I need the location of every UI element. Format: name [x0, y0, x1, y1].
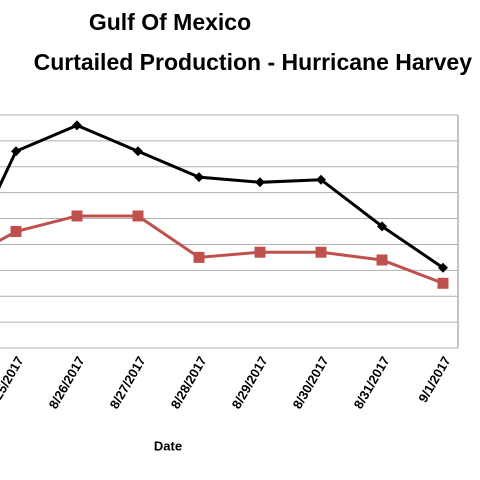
marker	[10, 226, 22, 237]
chart-title: Gulf Of Mexico	[89, 9, 251, 35]
marker	[194, 172, 204, 183]
chart-subtitle: Curtailed Production - Hurricane Harvey	[34, 49, 473, 75]
x-tick-label: 9/1/2017	[415, 354, 453, 405]
x-axis-label: Date	[154, 438, 182, 453]
marker	[193, 251, 205, 263]
x-tick-label: 8/26/2017	[46, 354, 88, 412]
series-line	[0, 214, 444, 285]
marker	[72, 120, 82, 131]
x-tick-label: 8/31/2017	[351, 354, 393, 412]
x-tick-label: 8/27/2017	[107, 354, 149, 412]
marker	[254, 246, 266, 258]
x-tick-label: 8/28/2017	[168, 354, 210, 412]
marker	[438, 262, 448, 273]
marker	[377, 221, 387, 232]
marker	[132, 210, 144, 222]
marker	[437, 277, 449, 289]
x-tick-label: 8/25/2017	[0, 354, 27, 412]
marker	[255, 177, 265, 188]
marker	[71, 210, 83, 222]
x-tick-label: 8/30/2017	[290, 354, 332, 412]
marker	[11, 146, 21, 157]
marker	[315, 246, 327, 258]
marker	[376, 254, 388, 266]
marker	[133, 146, 143, 157]
x-tick-label: 8/29/2017	[229, 354, 271, 412]
marker	[316, 174, 326, 185]
